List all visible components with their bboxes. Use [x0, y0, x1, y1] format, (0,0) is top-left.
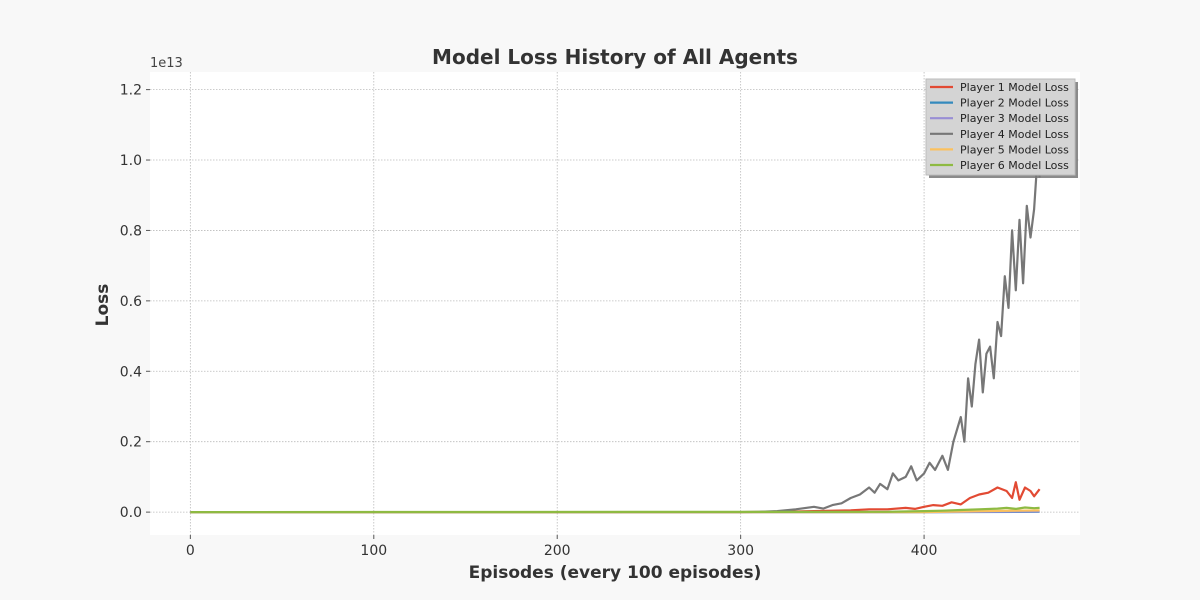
y-tick-label: 0.2: [120, 435, 142, 451]
x-tick-label: 400: [911, 543, 938, 559]
x-tick-label: 200: [544, 543, 571, 559]
y-tick-label: 1.2: [120, 83, 142, 99]
x-tick-label: 100: [360, 543, 387, 559]
grid: [150, 72, 1080, 535]
axes: 0 100 200 300 400 0.0 0.2 0.4 0.6 0.8 1.0 1.2: [120, 83, 938, 559]
player-5-model-loss-legend-label: Player 5 Model Loss: [960, 143, 1069, 156]
x-axis-label: Episodes (every 100 episodes): [469, 563, 762, 583]
legend-box: [925, 78, 1076, 176]
y-tick-label: 0.6: [120, 294, 142, 310]
y-tick-label: 0.0: [120, 505, 142, 521]
player-4-model-loss-legend-label: Player 4 Model Loss: [960, 128, 1069, 141]
y-offset-label: 1e13: [150, 56, 183, 71]
player-1-model-loss-line: [190, 481, 1041, 514]
player-3-model-loss-legend-label: Player 3 Model Loss: [960, 112, 1069, 125]
x-tick-label: 0: [186, 543, 195, 559]
plot-area: [150, 72, 1080, 535]
player-2-model-loss-legend-label: Player 2 Model Loss: [960, 97, 1069, 110]
player-6-model-loss-legend-label: Player 6 Model Loss: [960, 159, 1069, 172]
y-axis-label: Loss: [93, 284, 113, 327]
series-lines: [190, 151, 1041, 514]
y-tick-label: 1.0: [120, 153, 142, 169]
y-tick-label: 0.8: [120, 223, 142, 239]
player-1-model-loss-legend-label: Player 1 Model Loss: [960, 81, 1069, 94]
legend: Player 1 Model Loss Player 2 Model Loss Pl…: [925, 78, 1078, 178]
chart-title: Model Loss History of All Agents: [432, 45, 798, 69]
player-6-model-loss-line: [190, 506, 1040, 514]
player-4-model-loss-line: [190, 151, 1041, 514]
x-tick-label: 300: [727, 543, 754, 559]
y-tick-label: 0.4: [120, 364, 142, 380]
